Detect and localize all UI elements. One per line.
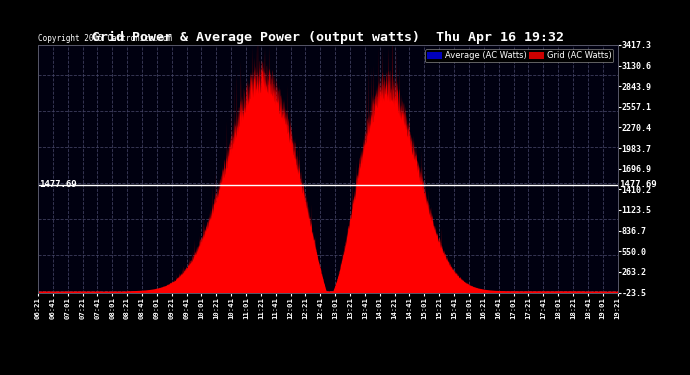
Legend: Average (AC Watts), Grid (AC Watts): Average (AC Watts), Grid (AC Watts) [425, 49, 613, 62]
Text: 1477.69: 1477.69 [39, 180, 77, 189]
Text: Copyright 2015 Cartronics.com: Copyright 2015 Cartronics.com [38, 34, 172, 43]
Text: 1477.69: 1477.69 [619, 180, 656, 189]
Title: Grid Power & Average Power (output watts)  Thu Apr 16 19:32: Grid Power & Average Power (output watts… [92, 31, 564, 44]
